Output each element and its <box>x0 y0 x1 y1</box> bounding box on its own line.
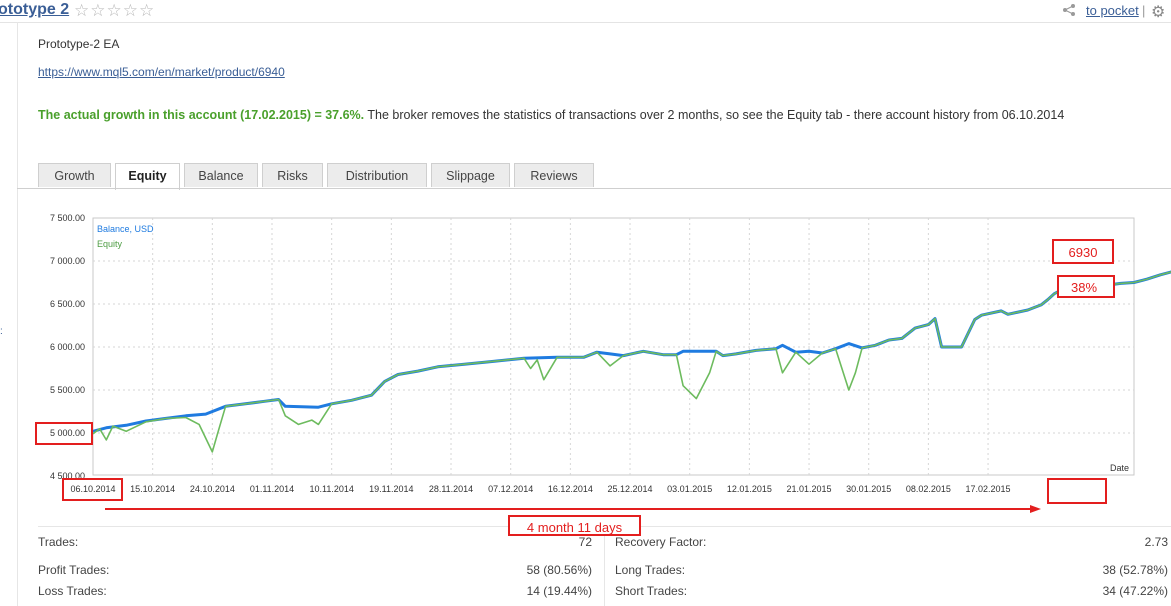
x-tick-label: 10.11.2014 <box>309 484 353 494</box>
x-tick-label: 25.12.2014 <box>608 484 653 494</box>
x-tick-label: 28.11.2014 <box>429 484 473 494</box>
stat-recovery-factor-value: 2.73 <box>1144 535 1168 549</box>
x-tick-label: 03.01.2015 <box>667 484 712 494</box>
stat-short-trades-value: 34 (47.22%) <box>1102 584 1168 598</box>
x-tick-label: 15.10.2014 <box>130 484 175 494</box>
gear-icon[interactable]: ⚙ <box>1151 4 1166 21</box>
to-pocket-link[interactable]: to pocket <box>1086 3 1139 18</box>
product-title-link[interactable]: ototype 2 <box>0 1 70 18</box>
product-description: Prototype-2 EA <box>38 37 120 51</box>
x-axis-label: Date <box>1110 463 1129 473</box>
annotation-box-start-value <box>35 422 93 445</box>
stat-recovery-factor-label: Recovery Factor: <box>615 535 707 549</box>
x-tick-label: 30.01.2015 <box>846 484 891 494</box>
tab-slippage[interactable]: Slippage <box>431 163 510 187</box>
y-tick-label: 6 000.00 <box>50 342 85 352</box>
legend-balance: Balance, USD <box>97 224 154 234</box>
x-tick-label: 21.01.2015 <box>787 484 832 494</box>
y-tick-label: 5 000.00 <box>50 428 85 438</box>
stat-trades-label: Trades: <box>38 535 79 549</box>
annotation-value: 6930 <box>1069 245 1098 260</box>
tab-risks[interactable]: Risks <box>262 163 323 187</box>
rating-stars[interactable]: ☆☆☆☆☆ <box>74 1 156 20</box>
x-tick-label: 08.02.2015 <box>906 484 951 494</box>
x-tick-label: 06.10.2014 <box>70 484 115 494</box>
tab-distribution[interactable]: Distribution <box>327 163 427 187</box>
header-bar: ototype 2 ☆☆☆☆☆ to pocket | ⚙ <box>0 0 1171 23</box>
stat-long-trades-value: 38 (52.78%) <box>1102 563 1168 577</box>
stats-top-rule-right <box>604 526 1171 527</box>
stat-short-trades-label: Short Trades: <box>615 584 688 598</box>
annotation-box-percent <box>1057 275 1115 298</box>
y-tick-label: 7 000.00 <box>50 256 85 266</box>
growth-explanation: The broker removes the statistics of tra… <box>364 108 1065 122</box>
x-tick-label: 24.10.2014 <box>190 484 235 494</box>
y-tick-label: 4 500.00 <box>50 471 85 481</box>
tab-equity[interactable]: Equity <box>115 163 180 190</box>
x-tick-label: 12.01.2015 <box>727 484 772 494</box>
share-icon[interactable] <box>1062 3 1076 17</box>
growth-note: The actual growth in this account (17.02… <box>38 108 1064 122</box>
header-separator: | <box>1142 3 1146 18</box>
stat-profit-trades-value: 58 (80.56%) <box>526 563 592 577</box>
annotation-box-end-date <box>1047 478 1107 504</box>
x-tick-label: 01.11.2014 <box>250 484 294 494</box>
annotation-duration: 4 month 11 days <box>508 515 641 536</box>
duration-arrowhead <box>1030 505 1041 513</box>
stat-trades-value: 72 <box>578 535 592 549</box>
x-tick-label: 16.12.2014 <box>548 484 593 494</box>
stats-divider <box>604 526 605 606</box>
annotation-percent: 38% <box>1071 280 1097 295</box>
growth-highlight: The actual growth in this account (17.02… <box>38 108 365 122</box>
product-url-link[interactable]: https://www.mql5.com/en/market/product/6… <box>38 65 285 79</box>
legend-equity: Equity <box>97 239 123 249</box>
tab-growth[interactable]: Growth <box>38 163 111 187</box>
annotation-box-start-date <box>62 478 123 501</box>
stats-top-rule-left <box>38 526 593 527</box>
left-edge-mark: : <box>0 326 3 337</box>
x-tick-label: 19.11.2014 <box>369 484 413 494</box>
x-tick-label: 07.12.2014 <box>488 484 533 494</box>
stat-loss-trades-value: 14 (19.44%) <box>526 584 592 598</box>
left-border <box>17 22 18 606</box>
stat-long-trades-label: Long Trades: <box>615 563 686 577</box>
tab-reviews[interactable]: Reviews <box>514 163 594 187</box>
stat-profit-trades-label: Profit Trades: <box>38 563 110 577</box>
y-tick-label: 5 500.00 <box>50 385 85 395</box>
annotation-box-value <box>1052 239 1114 264</box>
x-tick-label: 17.02.2015 <box>966 484 1011 494</box>
tab-balance[interactable]: Balance <box>184 163 258 187</box>
y-tick-label: 6 500.00 <box>50 299 85 309</box>
tabs-baseline <box>17 188 1171 189</box>
stat-loss-trades-label: Loss Trades: <box>38 584 107 598</box>
y-tick-label: 7 500.00 <box>50 213 85 223</box>
